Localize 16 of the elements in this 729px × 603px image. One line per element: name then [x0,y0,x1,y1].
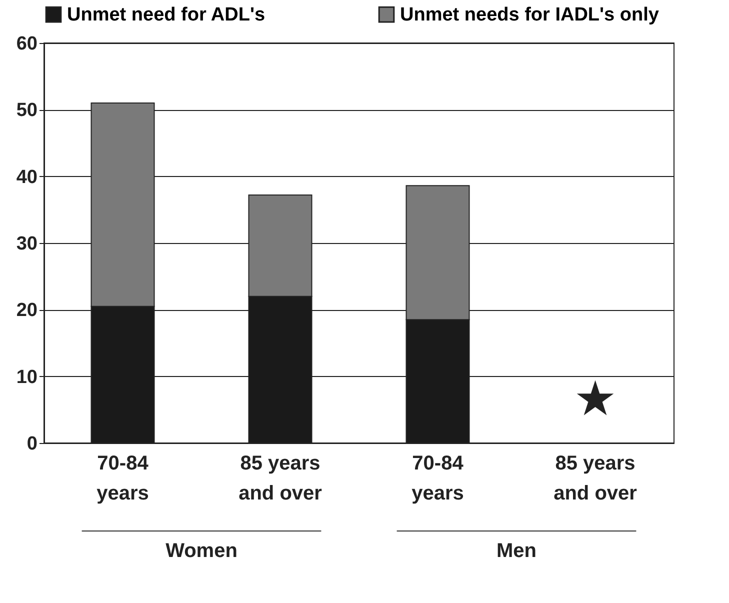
x-tick-label: 85 years and over [238,452,322,504]
text: Men [496,540,536,562]
y-tick-label: 40 [16,166,38,188]
y-tick-label: 20 [16,300,38,322]
x-tick-label: 70-84 years [96,452,150,504]
annotation: ★ [574,371,617,427]
y-tick-label: 30 [16,234,38,254]
text: Women [166,540,238,562]
legend-label: Unmet need for ADL's [67,4,266,26]
y-tick-label: 60 [16,34,38,54]
legend-label: Unmet needs for IADL's only [400,4,660,26]
x-tick-label: 70-84 years [412,452,464,504]
y-tick-label: 10 [16,366,38,388]
y-tick-label: 0 [26,434,38,454]
x-tick-label: 85 years and over [554,452,638,504]
y-tick-label: 50 [16,100,38,122]
